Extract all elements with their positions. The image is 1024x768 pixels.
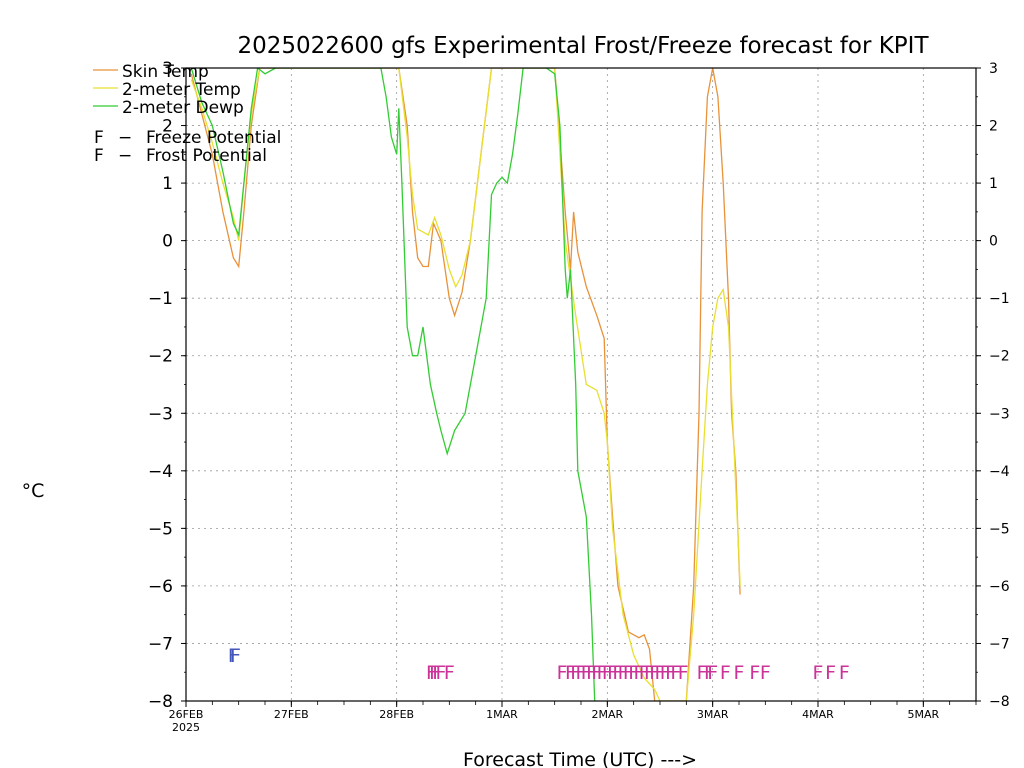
freeze-marker: F xyxy=(597,662,608,684)
grid xyxy=(186,68,976,701)
freeze-marker: F xyxy=(444,662,455,684)
legend-marker-dash: − xyxy=(118,146,132,166)
y-tick-label: −3 xyxy=(989,406,1010,422)
y-tick-label: −4 xyxy=(148,462,173,482)
x-tick-label: 1MAR xyxy=(486,708,518,721)
freeze-marker: F xyxy=(734,662,745,684)
y-tick-label: −2 xyxy=(148,347,173,367)
legend-marker-label: Frost Potential xyxy=(146,146,267,166)
x-tick-sublabel: 2025 xyxy=(172,721,200,734)
x-tick-label: 3MAR xyxy=(697,708,729,721)
y-tick-label: 0 xyxy=(989,234,998,250)
x-tick-label: 2MAR xyxy=(591,708,623,721)
freeze-marker: F xyxy=(655,662,666,684)
y-tick-label: 3 xyxy=(162,59,173,79)
freeze-marker: F xyxy=(678,662,689,684)
y-tick-label: 3 xyxy=(989,61,998,77)
frost-marker: F xyxy=(228,645,239,667)
y-tick-label: −8 xyxy=(148,692,173,712)
y-tick-label: 0 xyxy=(162,232,173,252)
freeze-marker: F xyxy=(813,662,824,684)
freeze-marker: F xyxy=(581,662,592,684)
freeze-marker: F xyxy=(839,662,850,684)
y-tick-label: −7 xyxy=(148,634,173,654)
y-tick-label: −6 xyxy=(989,579,1010,595)
freeze-marker: F xyxy=(432,662,443,684)
freeze-marker: F xyxy=(623,662,634,684)
freeze-marker: F xyxy=(649,662,660,684)
freeze-marker: F xyxy=(557,662,568,684)
legend-marker-dash: − xyxy=(118,128,132,148)
freeze-marker: F xyxy=(435,662,446,684)
freeze-marker: F xyxy=(707,662,718,684)
freeze-marker: F xyxy=(704,662,715,684)
freeze-marker: F xyxy=(618,662,629,684)
y-tick-label: −6 xyxy=(148,577,173,597)
legend-label: 2-meter Temp xyxy=(122,80,241,100)
freeze-marker: F xyxy=(591,662,602,684)
freeze-marker: F xyxy=(565,662,576,684)
y-tick-label: −3 xyxy=(148,404,173,424)
x-tick-label: 4MAR xyxy=(802,708,834,721)
freeze-marker: F xyxy=(760,662,771,684)
freeze-marker: F xyxy=(825,662,836,684)
frost-marker: F xyxy=(230,645,241,667)
y-axis-left: −8 −7 −6 −5 −4 −3 −2 −1 0 1 2 3 xyxy=(148,59,186,712)
y-tick-label: −1 xyxy=(989,291,1010,307)
legend-marker-label: Freeze Potential xyxy=(146,128,281,148)
series-layer xyxy=(190,68,741,701)
freeze-marker: F xyxy=(670,662,681,684)
x-tick-label: 28FEB xyxy=(379,708,414,721)
freeze-marker: F xyxy=(628,662,639,684)
y-tick-label: −4 xyxy=(989,464,1010,480)
legend-marker-symbol: F xyxy=(94,128,104,148)
freeze-marker: F xyxy=(607,662,618,684)
freeze-marker: F xyxy=(665,662,676,684)
x-axis-label: Forecast Time (UTC) ---> xyxy=(463,749,697,768)
freeze-marker: F xyxy=(586,662,597,684)
plot-frame xyxy=(185,67,977,702)
freeze-marker: F xyxy=(612,662,623,684)
freeze-marker: F xyxy=(660,662,671,684)
freeze-marker: F xyxy=(639,662,650,684)
freeze-marker: F xyxy=(749,662,760,684)
y-tick-label: −5 xyxy=(989,521,1010,537)
freeze-marker: F xyxy=(644,662,655,684)
x-tick-label: 26FEB xyxy=(169,708,204,721)
legend-label: Skin Temp xyxy=(122,62,209,82)
freeze-marker: F xyxy=(633,662,644,684)
freeze-marker: F xyxy=(429,662,440,684)
y-axis-right: −8 −7 −6 −5 −4 −3 −2 −1 0 1 2 3 xyxy=(976,61,1010,710)
series-line-2-meter-dewp xyxy=(190,68,596,701)
y-tick-label: 2 xyxy=(162,117,173,137)
y-tick-label: 2 xyxy=(989,119,998,135)
x-tick-label: 5MAR xyxy=(907,708,939,721)
series-line-2-meter-temp xyxy=(190,68,741,701)
y-tick-label: −2 xyxy=(989,349,1010,365)
y-axis-label: °C xyxy=(22,480,45,502)
freeze-marker: F xyxy=(697,662,708,684)
y-tick-label: −7 xyxy=(989,636,1010,652)
y-tick-label: 1 xyxy=(989,176,998,192)
legend-label: 2-meter Dewp xyxy=(122,98,244,118)
freeze-marker: F xyxy=(570,662,581,684)
y-tick-label: −8 xyxy=(989,694,1010,710)
series-line-skin-temp xyxy=(190,68,741,701)
x-tick-label: 27FEB xyxy=(274,708,309,721)
freeze-marker: F xyxy=(720,662,731,684)
freeze-marker: F xyxy=(426,662,437,684)
chart-title: 2025022600 gfs Experimental Frost/Freeze… xyxy=(237,33,929,59)
y-tick-label: −1 xyxy=(148,289,173,309)
freeze-marker: F xyxy=(602,662,613,684)
legend-marker-symbol: F xyxy=(94,146,104,166)
freeze-marker: F xyxy=(576,662,587,684)
y-tick-label: 1 xyxy=(162,174,173,194)
y-tick-label: −5 xyxy=(148,519,173,539)
